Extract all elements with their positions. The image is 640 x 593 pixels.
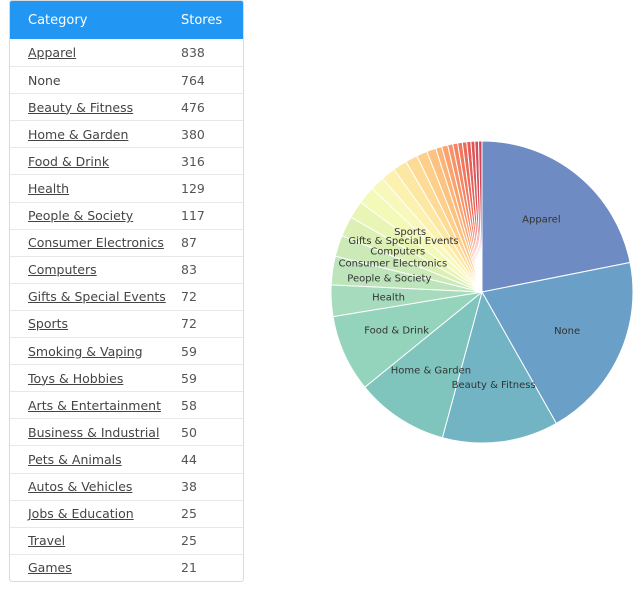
store-count: 764 <box>181 72 205 88</box>
pie-slice[interactable] <box>481 261 634 425</box>
category-link: None <box>28 72 61 88</box>
table-row: Home & Garden 380 <box>10 120 243 147</box>
category-link[interactable]: Toys & Hobbies <box>28 370 124 386</box>
store-count: 838 <box>181 45 205 61</box>
table-header: Category Stores <box>10 1 243 39</box>
category-link[interactable]: Gifts & Special Events <box>28 289 166 305</box>
pie-label: People & Society <box>347 274 431 285</box>
store-count: 380 <box>181 126 205 142</box>
category-link[interactable]: People & Society <box>28 208 134 224</box>
store-count: 83 <box>181 262 197 278</box>
pie-label: Food & Drink <box>364 325 429 336</box>
table-row: People & Society 117 <box>10 201 243 229</box>
category-link[interactable]: Beauty & Fitness <box>28 99 134 115</box>
store-count: 72 <box>181 289 197 305</box>
pie-label: None <box>554 326 580 337</box>
category-link[interactable]: Sports <box>28 316 69 332</box>
pie-label: Home & Garden <box>391 365 471 376</box>
pie-label: Beauty & Fitness <box>452 380 536 391</box>
table-row: Travel 25 <box>10 526 243 554</box>
pie-label: Apparel <box>522 215 561 226</box>
store-count: 50 <box>181 424 197 440</box>
category-link[interactable]: Food & Drink <box>28 153 110 169</box>
table-row: Beauty & Fitness 476 <box>10 93 243 120</box>
table-row: Pets & Animals 44 <box>10 445 243 472</box>
table-row: Computers 83 <box>10 255 243 283</box>
category-link[interactable]: Consumer Electronics <box>28 235 164 251</box>
category-link[interactable]: Travel <box>28 533 66 549</box>
category-link[interactable]: Computers <box>28 262 97 278</box>
store-count: 21 <box>181 560 197 576</box>
pie-slice[interactable] <box>481 140 631 293</box>
header-stores[interactable]: Stores <box>181 12 223 28</box>
pie-label: Health <box>372 292 405 303</box>
category-link[interactable]: Autos & Vehicles <box>28 479 133 495</box>
category-link[interactable]: Games <box>28 560 72 576</box>
category-link[interactable]: Arts & Entertainment <box>28 397 161 413</box>
store-count: 25 <box>181 506 197 522</box>
store-count: 72 <box>181 316 197 332</box>
pie-label: Consumer Electronics <box>339 258 448 269</box>
pie-label: Sports <box>394 227 426 238</box>
store-count: 87 <box>181 235 197 251</box>
store-count: 58 <box>181 397 197 413</box>
stores-table: Category Stores Apparel 838 None 764 Beauty … <box>9 0 244 582</box>
category-link[interactable]: Health <box>28 181 70 197</box>
store-count: 38 <box>181 479 197 495</box>
store-count: 117 <box>181 208 205 224</box>
category-pie-chart: Apparel None Beauty & Fitness Home & Garden… <box>330 140 634 444</box>
pie-label: Gifts & Special Events <box>348 236 458 247</box>
table-row: Jobs & Education 25 <box>10 499 243 527</box>
table-row: Smoking & Vaping 59 <box>10 337 243 364</box>
category-link[interactable]: Smoking & Vaping <box>28 343 143 359</box>
category-link[interactable]: Home & Garden <box>28 126 129 142</box>
table-row: Sports 72 <box>10 309 243 337</box>
table-row: Games 21 <box>10 553 243 581</box>
store-count: 25 <box>181 533 197 549</box>
category-link[interactable]: Pets & Animals <box>28 451 122 467</box>
table-row: None 764 <box>10 66 243 93</box>
table-row: Business & Industrial 50 <box>10 418 243 445</box>
pie-slice[interactable] <box>364 290 483 439</box>
table-row: Gifts & Special Events 72 <box>10 282 243 310</box>
pie-slice[interactable] <box>478 140 483 293</box>
category-link[interactable]: Jobs & Education <box>28 506 134 522</box>
table-row: Autos & Vehicles 38 <box>10 472 243 500</box>
store-count: 476 <box>181 99 205 115</box>
store-count: 59 <box>181 343 197 359</box>
table-row: Apparel 838 <box>10 39 243 66</box>
table-row: Health 129 <box>10 174 243 201</box>
pie-slice[interactable] <box>441 290 558 444</box>
pie-label: Computers <box>370 246 425 257</box>
table-row: Toys & Hobbies 59 <box>10 364 243 391</box>
table-row: Arts & Entertainment 58 <box>10 391 243 418</box>
store-count: 59 <box>181 370 197 386</box>
table-row: Consumer Electronics 87 <box>10 228 243 256</box>
table-body: Apparel 838 None 764 Beauty & Fitness 476 Home… <box>10 39 243 581</box>
header-category[interactable]: Category <box>28 12 88 28</box>
store-count: 316 <box>181 153 205 169</box>
store-count: 44 <box>181 451 197 467</box>
table-row: Food & Drink 316 <box>10 147 243 174</box>
category-link[interactable]: Business & Industrial <box>28 424 160 440</box>
store-count: 129 <box>181 181 205 197</box>
category-link[interactable]: Apparel <box>28 45 77 61</box>
